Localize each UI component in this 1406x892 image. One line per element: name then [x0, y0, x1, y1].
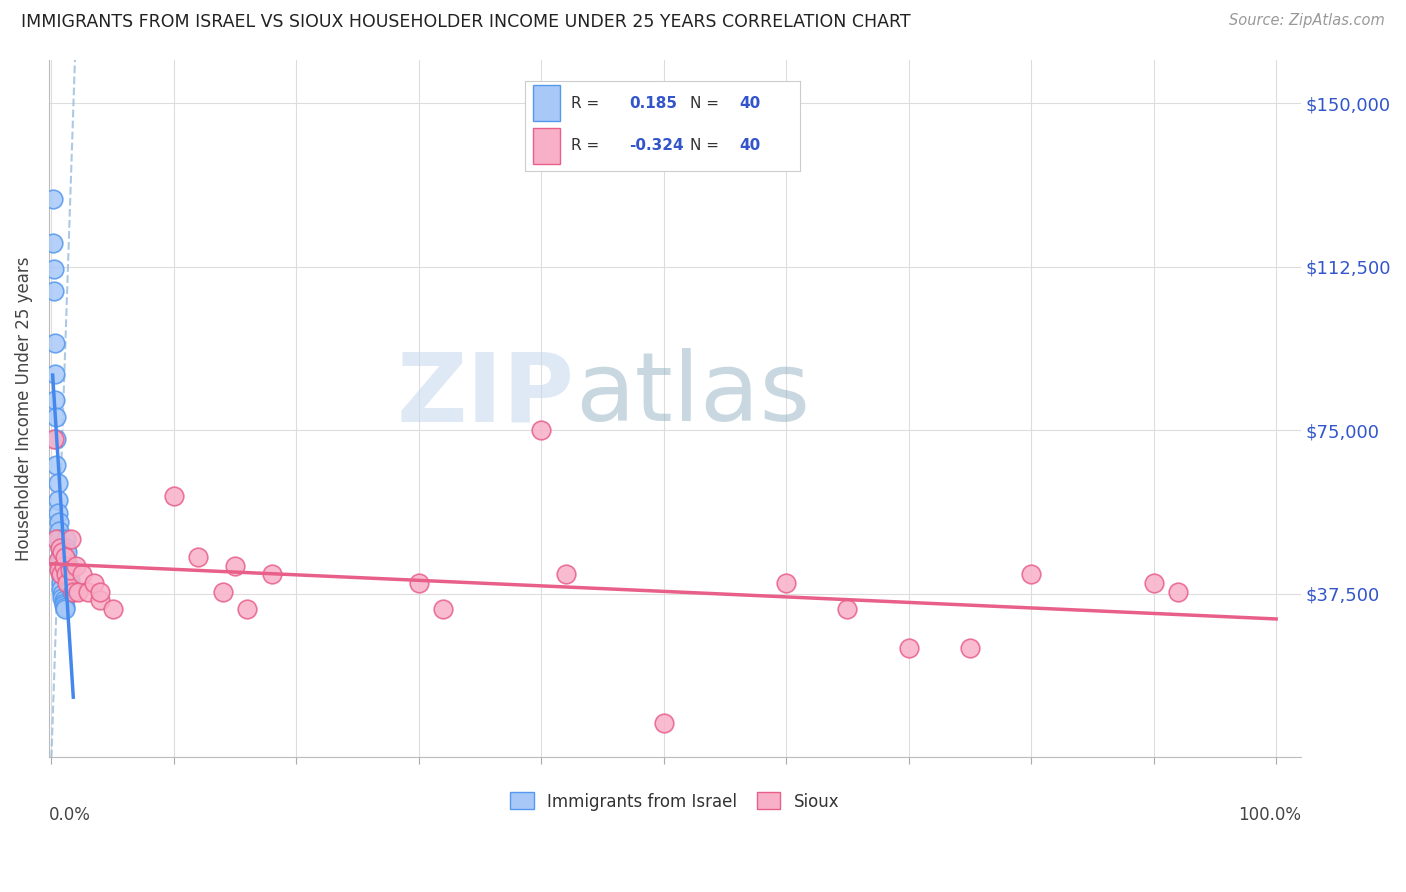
Point [101, 602, 124, 616]
Point [48, 533, 70, 547]
Point [65, 558, 87, 573]
Point [55, 541, 77, 555]
Point [77, 584, 100, 599]
Point [48, 515, 70, 529]
Point [44, 367, 66, 381]
Point [41, 192, 63, 206]
Point [58, 567, 80, 582]
Point [41, 235, 63, 250]
Point [49, 557, 72, 571]
Point [49, 563, 72, 577]
Point [45, 458, 67, 473]
Point [224, 558, 246, 573]
Point [236, 602, 259, 616]
Point [60, 580, 83, 594]
Point [67, 584, 90, 599]
Point [62, 584, 84, 599]
Point [432, 602, 454, 616]
Point [45, 533, 67, 547]
Point [48, 524, 70, 538]
Point [837, 602, 859, 616]
Point [70, 567, 93, 582]
Point [51, 576, 73, 591]
Point [51, 587, 73, 601]
Point [46, 554, 69, 568]
Y-axis label: Householder Income Under 25 years: Householder Income Under 25 years [15, 256, 32, 561]
Point [59, 563, 82, 577]
Text: IMMIGRANTS FROM ISRAEL VS SIOUX HOUSEHOLDER INCOME UNDER 25 YEARS CORRELATION CH: IMMIGRANTS FROM ISRAEL VS SIOUX HOUSEHOL… [21, 13, 911, 31]
Point [51, 569, 73, 583]
Point [652, 715, 675, 730]
Text: Source: ZipAtlas.com: Source: ZipAtlas.com [1229, 13, 1385, 29]
Point [89, 584, 111, 599]
Point [897, 641, 920, 656]
Point [45, 432, 67, 446]
Point [51, 567, 73, 582]
Text: 100.0%: 100.0% [1237, 806, 1301, 824]
Point [56, 554, 79, 568]
Point [60, 584, 83, 599]
Point [89, 593, 111, 607]
Point [1143, 576, 1166, 591]
Point [56, 545, 79, 559]
Point [83, 576, 105, 591]
Point [53, 599, 76, 614]
Point [60, 533, 83, 547]
Point [46, 506, 69, 520]
Point [44, 336, 66, 351]
Point [554, 567, 576, 582]
Text: atlas: atlas [575, 348, 810, 441]
Point [45, 410, 67, 425]
Point [42, 432, 65, 446]
Text: 0.0%: 0.0% [49, 806, 91, 824]
Point [55, 533, 77, 547]
Point [42, 262, 65, 277]
Point [1019, 567, 1042, 582]
Point [51, 545, 73, 559]
Point [53, 602, 76, 616]
Point [59, 576, 82, 591]
Point [44, 392, 66, 407]
Point [46, 475, 69, 490]
Point [187, 549, 209, 564]
Point [51, 582, 73, 597]
Point [51, 591, 73, 606]
Point [49, 541, 72, 555]
Point [42, 284, 65, 298]
Point [49, 549, 72, 564]
Point [775, 576, 797, 591]
Point [52, 598, 75, 612]
Point [58, 560, 80, 574]
Point [49, 541, 72, 555]
Point [46, 493, 69, 508]
Text: ZIP: ZIP [396, 348, 575, 441]
Point [55, 567, 77, 582]
Point [530, 423, 553, 437]
Point [1167, 584, 1189, 599]
Point [408, 576, 430, 591]
Point [212, 584, 235, 599]
Point [56, 576, 79, 591]
Point [52, 558, 75, 573]
Point [260, 567, 283, 582]
Point [52, 593, 75, 607]
Point [53, 549, 76, 564]
Point [959, 641, 981, 656]
Point [48, 563, 70, 577]
Point [59, 572, 82, 586]
Legend: Immigrants from Israel, Sioux: Immigrants from Israel, Sioux [502, 784, 848, 819]
Point [163, 489, 186, 503]
Point [52, 596, 75, 610]
